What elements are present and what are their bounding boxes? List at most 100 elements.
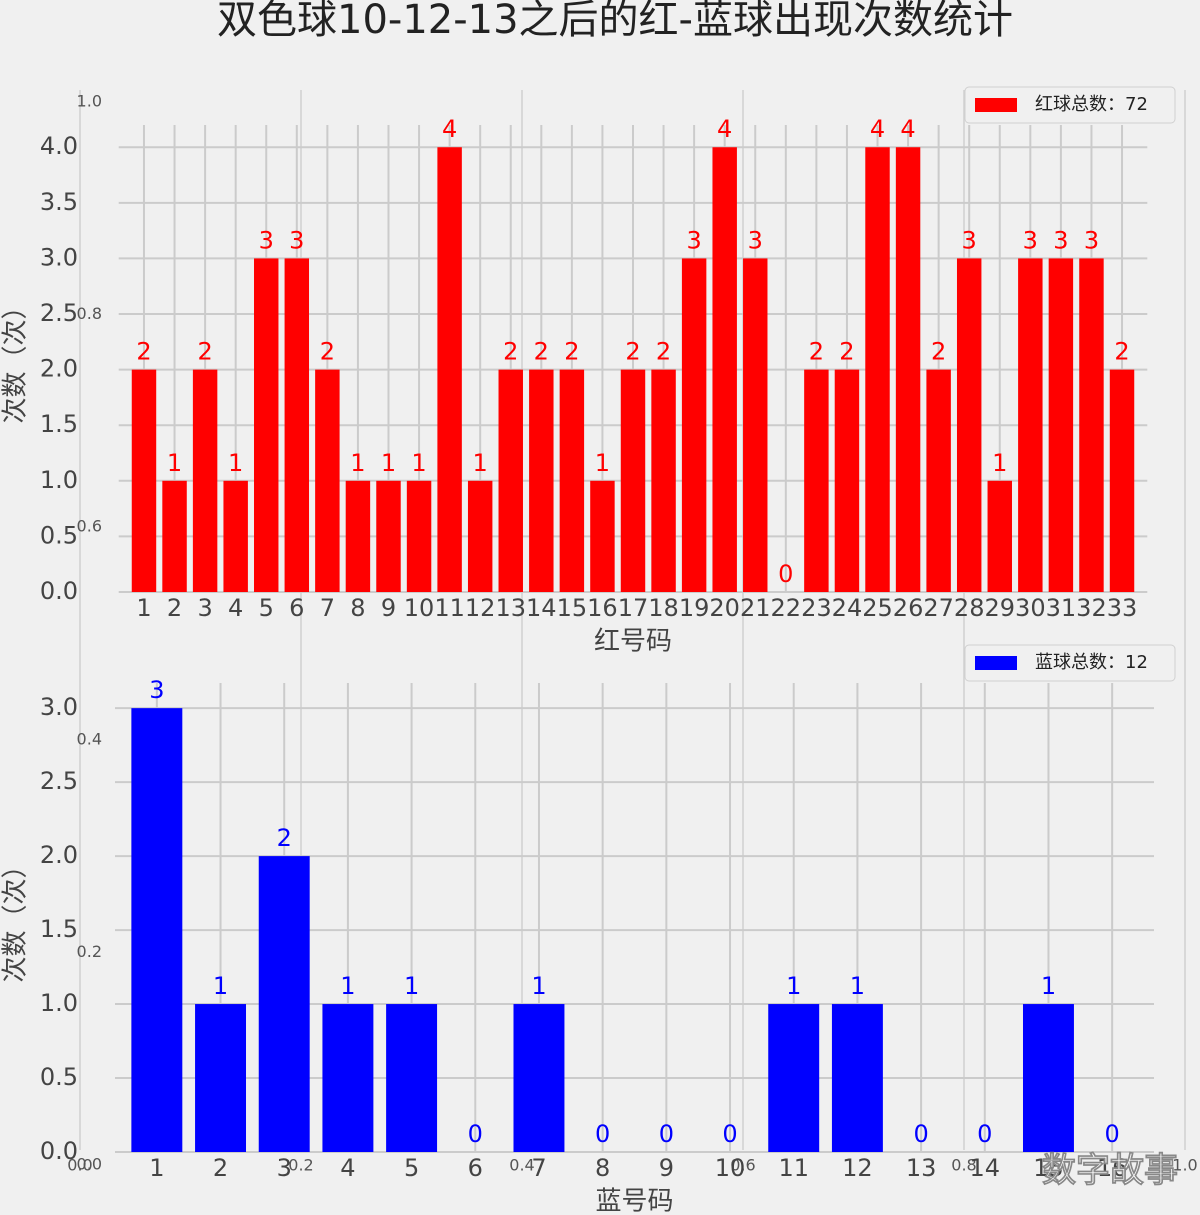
bar: [804, 369, 829, 592]
value-label: 1: [167, 449, 182, 477]
figure-title: 双色球10-12-13之后的红-蓝球出现次数统计: [217, 0, 1013, 43]
y-tick-label: 1.0: [40, 466, 78, 494]
legend-swatch: [975, 656, 1017, 670]
bg-x-tick-label: 0.0: [67, 1156, 92, 1175]
bar: [1048, 258, 1074, 592]
x-tick-label: 11: [434, 594, 465, 622]
value-label: 2: [839, 338, 854, 366]
value-label: 3: [259, 226, 274, 254]
x-tick-label: 12: [842, 1154, 873, 1182]
x-tick-label: 25: [862, 594, 893, 622]
bar: [315, 369, 340, 592]
x-tick-label: 3: [197, 594, 212, 622]
value-label: 1: [786, 972, 801, 1000]
x-tick-label: 9: [659, 1154, 674, 1182]
y-tick-label: 2.5: [40, 299, 78, 327]
bar: [345, 480, 371, 592]
value-label: 0: [1105, 1120, 1120, 1148]
value-label: 1: [473, 449, 488, 477]
value-label: 3: [1084, 226, 1099, 254]
panels: 0.00.51.01.52.02.53.03.54.01 2 3 4 5 6 7 8 9 10 11…: [1, 86, 1176, 1215]
bar: [768, 1004, 820, 1152]
legend-box: [964, 86, 1176, 124]
bar: [322, 1004, 374, 1152]
y-tick-label: 4.0: [40, 132, 78, 160]
bar: [513, 1004, 565, 1152]
x-tick-label: 16: [1097, 1154, 1128, 1182]
x-tick-label: 7: [531, 1154, 546, 1182]
x-tick-label: 4: [228, 594, 243, 622]
x-tick-label: 17: [618, 594, 649, 622]
bar: [192, 369, 218, 592]
x-tick-label: 19: [679, 594, 710, 622]
value-label: 0: [778, 560, 793, 588]
legend-swatch: [975, 98, 1017, 112]
bar: [223, 480, 248, 592]
value-label: 2: [197, 338, 212, 366]
value-label: 3: [1053, 226, 1068, 254]
bar: [681, 258, 707, 592]
y-tick-label: 3.5: [40, 188, 78, 216]
y-axis-label: 次数（次）: [1, 852, 31, 982]
value-label: 3: [149, 676, 164, 704]
value-label: 1: [850, 972, 865, 1000]
value-label: 4: [442, 115, 457, 143]
value-label: 2: [1114, 338, 1129, 366]
value-label: 3: [686, 226, 701, 254]
bar: [284, 258, 310, 592]
bar: [467, 480, 493, 592]
x-tick-label: 24: [832, 594, 863, 622]
value-label: 2: [277, 824, 292, 852]
bar: [865, 147, 890, 592]
value-label: 0: [913, 1120, 928, 1148]
value-label: 3: [1023, 226, 1038, 254]
bar: [1109, 369, 1135, 592]
bar: [258, 856, 310, 1152]
bg-x-tick-label: 0.8: [951, 1156, 976, 1175]
x-tick-label: 14: [970, 1154, 1001, 1182]
x-tick-label: 12: [465, 594, 496, 622]
x-tick-label: 21: [740, 594, 771, 622]
x-tick-label: 6: [468, 1154, 483, 1182]
x-axis-label: 蓝号码: [595, 1187, 673, 1215]
bg-x-tick-label: 0.6: [730, 1156, 755, 1175]
bar: [131, 708, 183, 1152]
bar: [712, 147, 737, 592]
y-tick-label: 2.0: [40, 841, 78, 869]
x-tick-label: 8: [595, 1154, 610, 1182]
value-label: 1: [404, 972, 419, 1000]
value-label: 1: [340, 972, 355, 1000]
value-label: 4: [717, 115, 732, 143]
x-tick-label: 2: [213, 1154, 228, 1182]
x-tick-label: 5: [259, 594, 274, 622]
bar: [195, 1004, 247, 1152]
bar: [559, 369, 585, 592]
bar: [498, 369, 523, 592]
y-tick-label: 0.0: [40, 1137, 78, 1165]
bg-y-tick-label: 1.0: [77, 92, 102, 111]
bar: [437, 147, 462, 592]
y-axis-label: 次数（次）: [1, 293, 31, 423]
y-tick-label: 0.5: [40, 1063, 78, 1091]
x-tick-label: 26: [893, 594, 924, 622]
value-label: 0: [977, 1120, 992, 1148]
x-tick-label: 13: [906, 1154, 937, 1182]
watermark: 数字故事: [1042, 1151, 1178, 1191]
x-tick-label: 27: [923, 594, 954, 622]
x-tick-label: 9: [381, 594, 396, 622]
value-label: 0: [722, 1120, 737, 1148]
value-label: 1: [350, 449, 365, 477]
bar: [834, 369, 860, 592]
x-tick-label: 6: [289, 594, 304, 622]
bg-y-tick-label: 0.0: [77, 1155, 102, 1174]
y-tick-label: 3.0: [40, 693, 78, 721]
x-tick-label: 30: [1015, 594, 1046, 622]
value-label: 3: [289, 226, 304, 254]
bg-x-tick-label: 0.2: [288, 1156, 313, 1175]
value-label: 1: [381, 449, 396, 477]
x-tick-label: 8: [350, 594, 365, 622]
x-tick-label: 5: [404, 1154, 419, 1182]
bg-y-tick-label: 0.4: [77, 729, 102, 748]
bar: [926, 369, 951, 592]
y-tick-label: 2.5: [40, 767, 78, 795]
